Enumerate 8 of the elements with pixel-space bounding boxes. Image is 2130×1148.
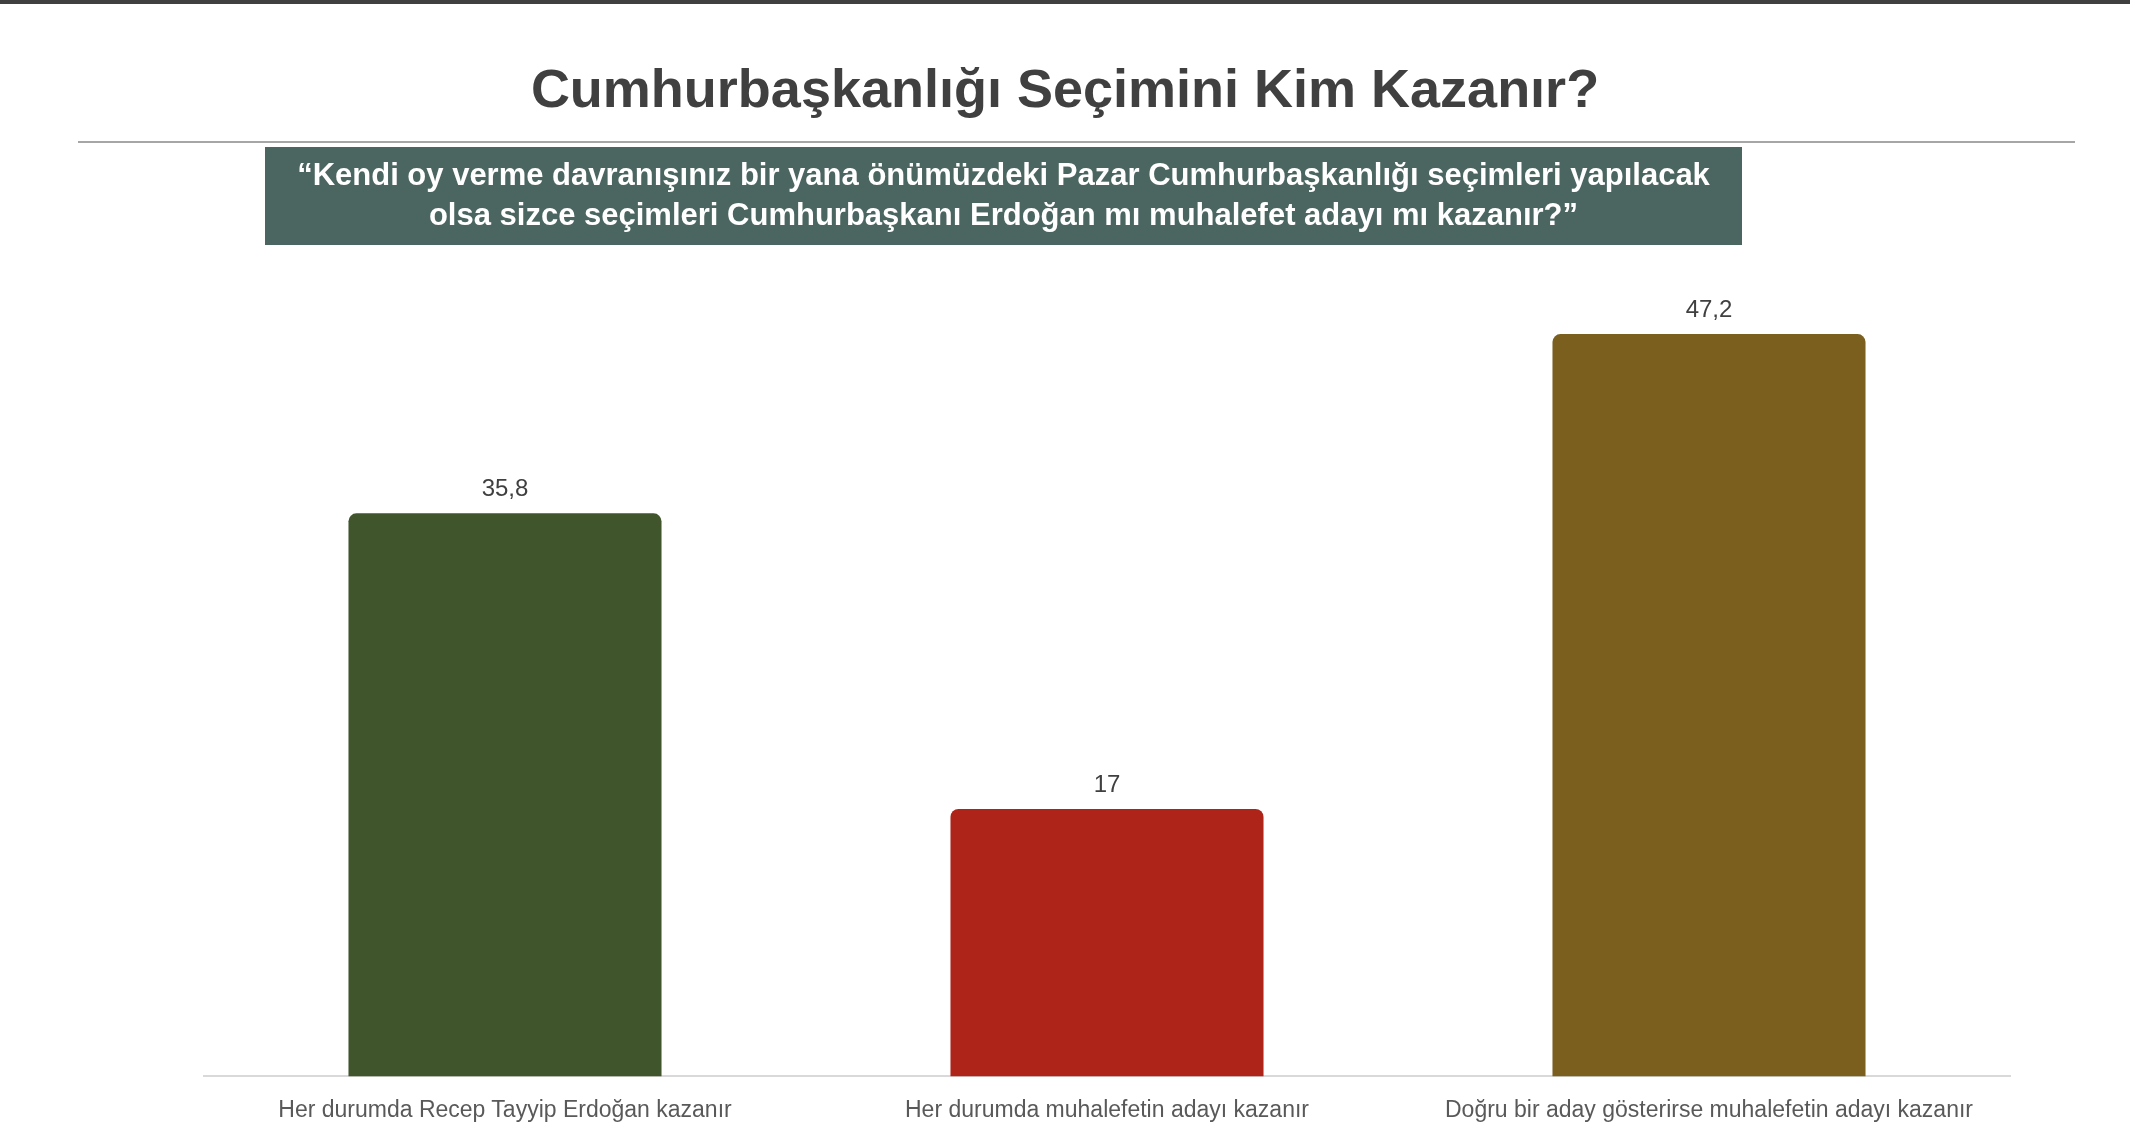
- chart-title: Cumhurbaşkanlığı Seçimini Kim Kazanır?: [529, 57, 1601, 120]
- data-label: 17: [1093, 769, 1121, 797]
- data-label: 47,2: [1685, 294, 1733, 322]
- chart-subtitle: “Kendi oy verme davranışınız bir yana önümüzdeki Pazar Cumhurbaşkanlığı seçimleri yapılacak olsa sizce seçimleri Cumhurbaşkanı Erdoğan mı muhalefet adayı mı kazanır?”: [265, 147, 1742, 245]
- x-tick-label: Her durumda Recep Tayyip Erdoğan kazanır: [278, 1095, 733, 1122]
- x-tick-label: Doğru bir aday gösterirse muhalefetin adayı kazanır: [1444, 1095, 1974, 1122]
- x-tick-label: Her durumda muhalefetin adayı kazanır: [905, 1095, 1310, 1122]
- data-label: 35,8: [481, 473, 529, 501]
